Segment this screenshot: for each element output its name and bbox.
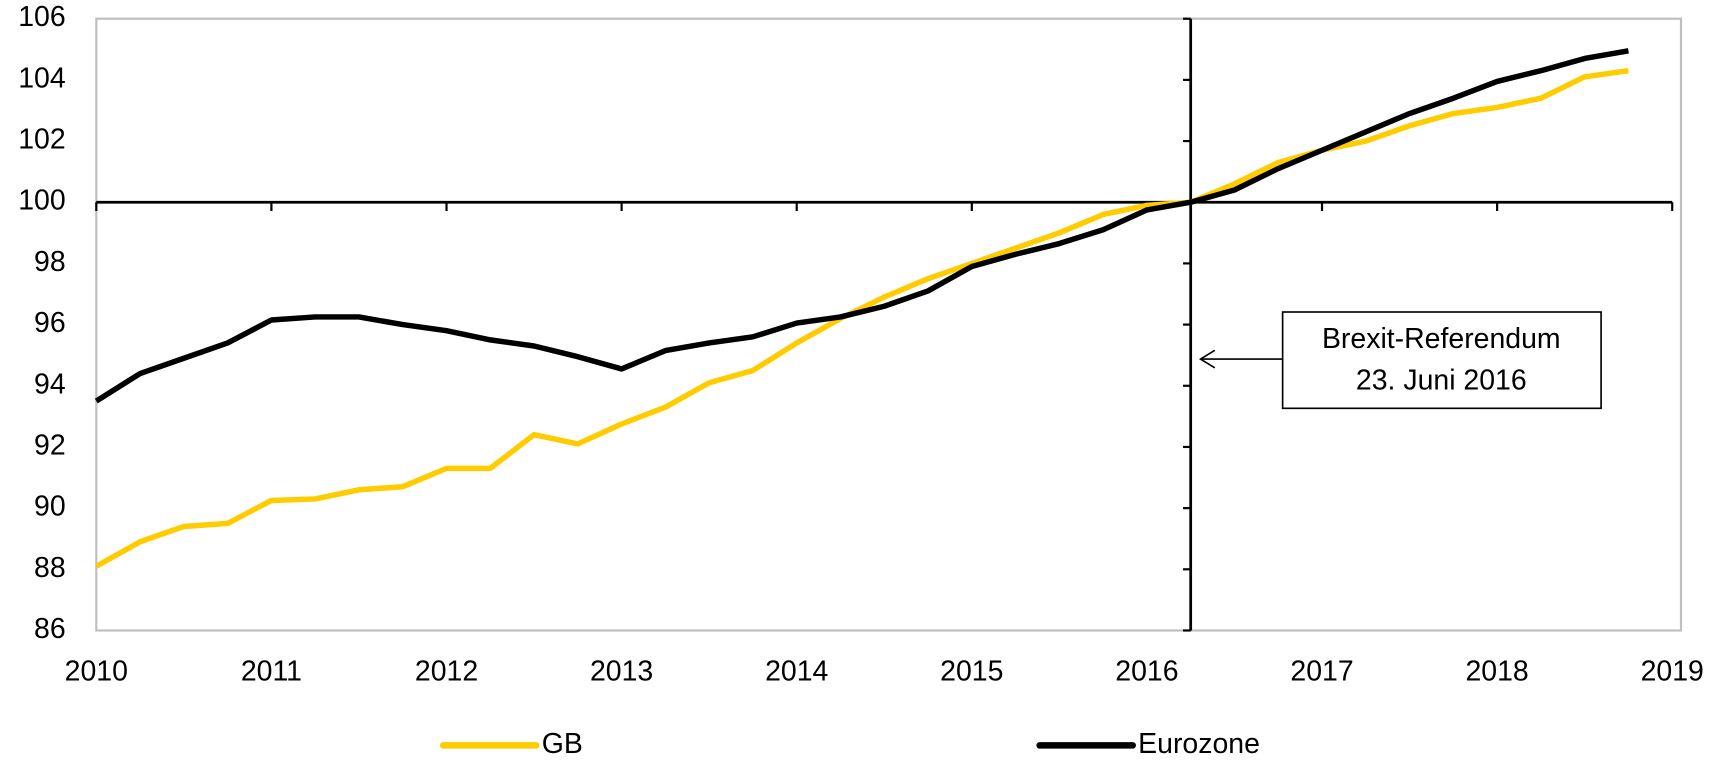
x-tick-label: 2012 <box>415 656 478 688</box>
y-tick-label: 100 <box>18 185 65 217</box>
y-tick-label: 94 <box>34 368 66 400</box>
y-tick-label: 86 <box>34 613 66 645</box>
annotation-text: 23. Juni 2016 <box>1356 365 1527 397</box>
y-tick-label: 102 <box>18 124 65 156</box>
x-tick-label: 2014 <box>765 656 828 688</box>
plot-frame <box>95 17 1683 632</box>
y-tick-label: 90 <box>34 491 66 523</box>
x-tick-label: 2019 <box>1641 656 1704 688</box>
x-tick-label: 2017 <box>1290 656 1353 688</box>
y-tick-label: 96 <box>34 307 66 339</box>
x-tick-label: 2015 <box>940 656 1003 688</box>
x-tick-label: 2013 <box>590 656 653 688</box>
y-tick-label: 98 <box>34 246 66 278</box>
series-line <box>94 68 1629 569</box>
x-tick-label: 2016 <box>1115 656 1178 688</box>
x-tick-label: 2011 <box>241 656 302 688</box>
x-tick-label: 2010 <box>65 656 128 688</box>
y-tick-label: 88 <box>34 552 66 584</box>
x-tick-label: 2018 <box>1465 656 1528 688</box>
y-tick-label: 106 <box>18 1 65 33</box>
annotation-box <box>1281 311 1602 410</box>
y-tick-label: 104 <box>18 62 65 94</box>
annotation-text: Brexit-Referendum <box>1322 323 1561 355</box>
legend-label: Eurozone <box>1138 728 1260 760</box>
legend-label: GB <box>542 728 583 760</box>
annotation-arrow <box>1198 349 1283 369</box>
y-tick-label: 92 <box>34 429 66 461</box>
series-line <box>94 48 1629 404</box>
